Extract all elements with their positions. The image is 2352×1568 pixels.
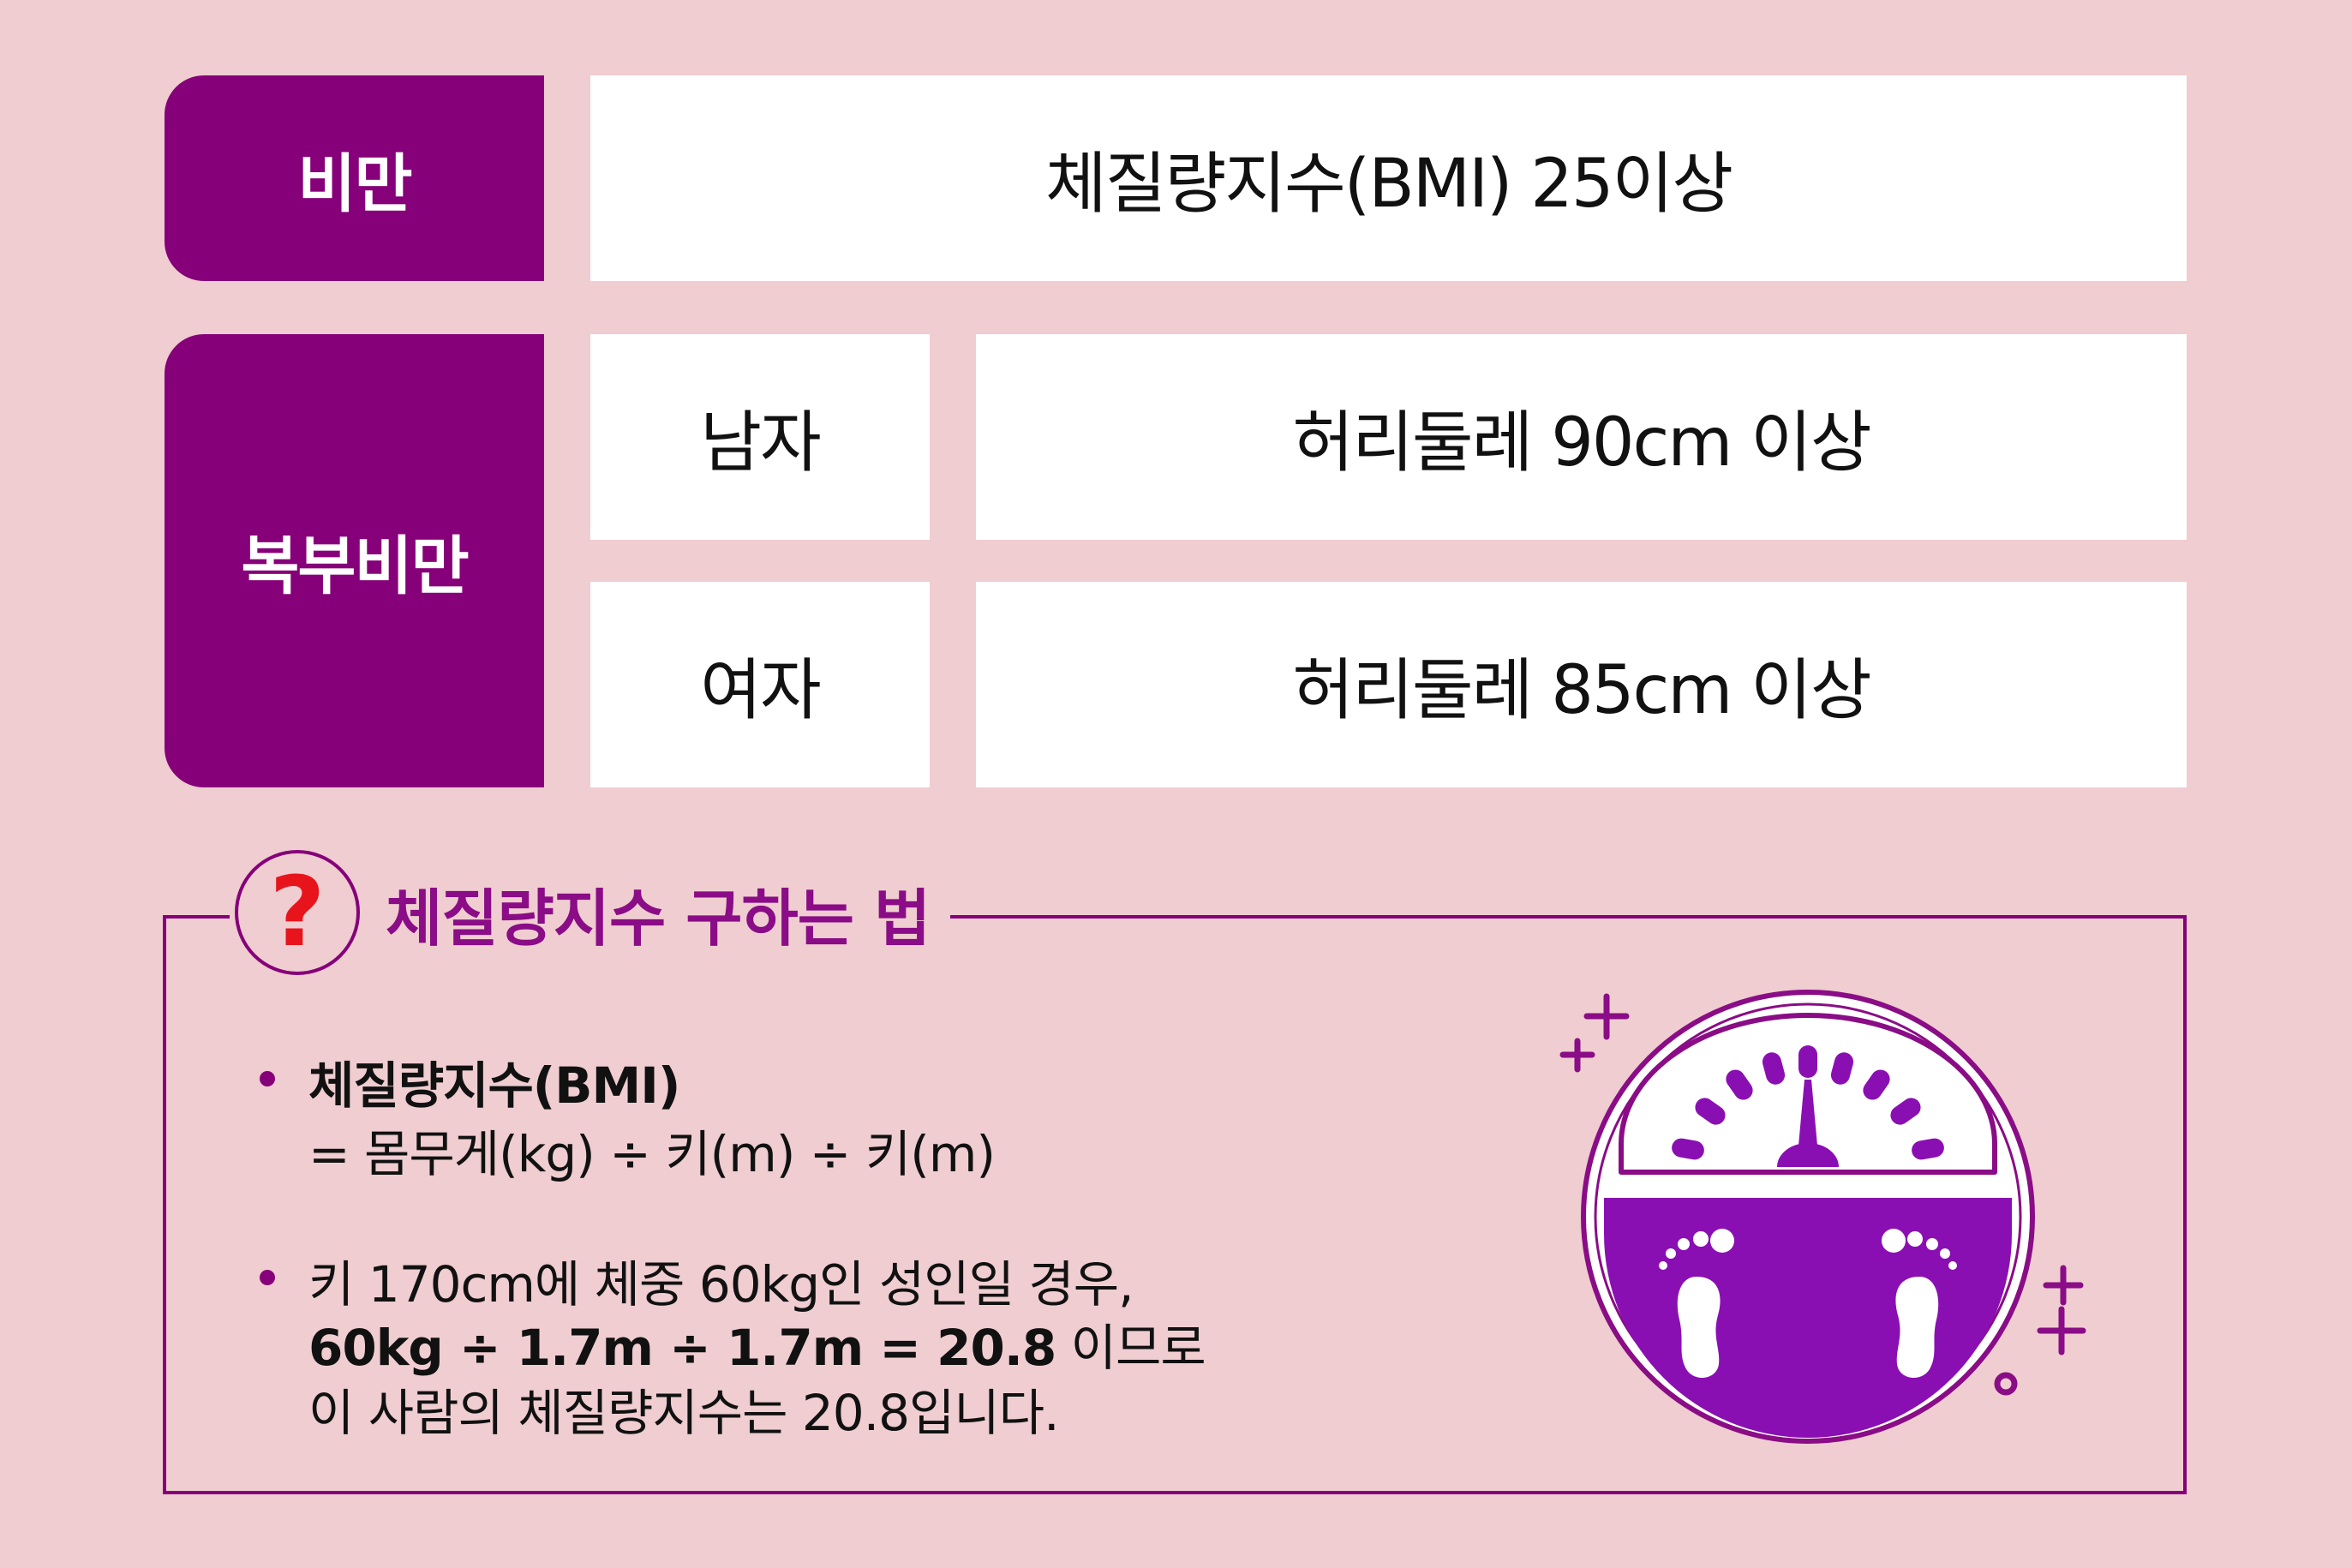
bmi-howto-heading: ? 체질량지수 구하는 법: [230, 848, 951, 977]
example-line-1: 키 170cm에 체중 60kg인 성인일 경우,: [308, 1255, 1134, 1314]
male-criteria-text: 허리둘레 90cm 이상: [1292, 404, 1871, 482]
example-line-3: 이 사람의 체질량지수는 20.8입니다.: [308, 1384, 1060, 1442]
bullet-dot: [260, 1071, 275, 1086]
bmi-howto-frame: [163, 915, 2187, 1494]
obesity-label: 비만: [165, 75, 544, 281]
female-label: 여자: [700, 652, 822, 729]
bmi-howto-title: 체질량지수 구하는 법: [386, 882, 931, 955]
obesity-criteria-cell: 체질량지수(BMI) 25이상: [590, 75, 2187, 281]
example-calculation: 60kg ÷ 1.7m ÷ 1.7m = 20.8: [308, 1319, 1056, 1377]
bmi-formula-title: 체질량지수(BMI): [308, 1056, 680, 1115]
male-cell: 남자: [590, 334, 930, 540]
abdominal-obesity-label: 복부비만: [165, 334, 544, 787]
female-criteria-text: 허리둘레 85cm 이상: [1292, 652, 1871, 729]
example-line-2: 60kg ÷ 1.7m ÷ 1.7m = 20.8 이므로: [308, 1308, 1206, 1379]
question-icon: ?: [235, 850, 360, 975]
male-criteria-cell: 허리둘레 90cm 이상: [976, 334, 2187, 540]
example-calculation-suffix: 이므로: [1056, 1319, 1206, 1377]
male-label: 남자: [700, 404, 822, 482]
bullet-dot: [260, 1270, 275, 1285]
bmi-formula: = 몸무게(kg) ÷ 키(m) ÷ 키(m): [308, 1125, 996, 1183]
obesity-label-text: 비만: [297, 147, 412, 221]
abdominal-obesity-label-text: 복부비만: [241, 530, 469, 603]
sparkle-icon: [1559, 993, 2086, 1396]
obesity-criteria-text: 체질량지수(BMI) 25이상: [1044, 146, 1733, 223]
female-cell: 여자: [590, 582, 930, 787]
female-criteria-cell: 허리둘레 85cm 이상: [976, 582, 2187, 787]
bathroom-scale-icon: [1559, 990, 2086, 1444]
